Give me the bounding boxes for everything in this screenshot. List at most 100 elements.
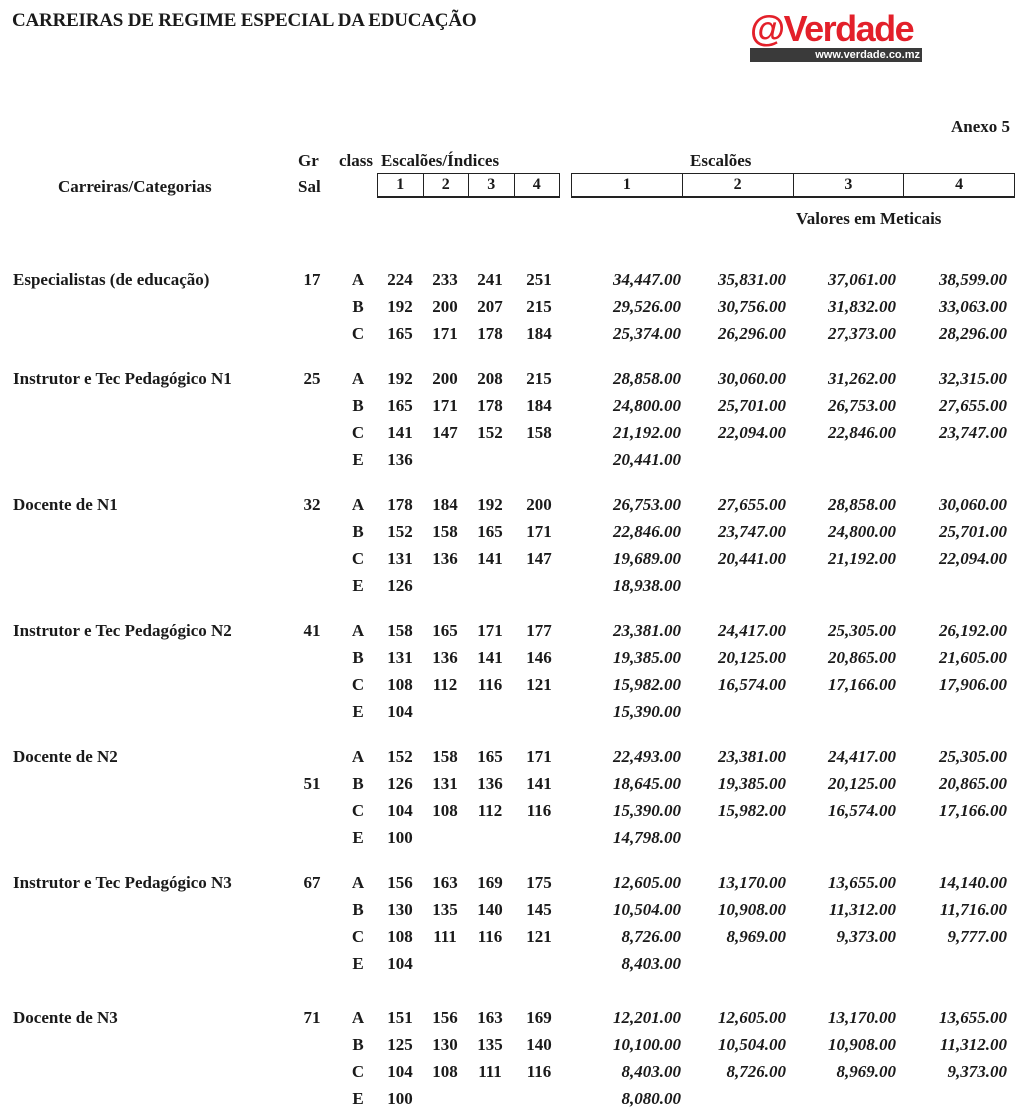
class-label: E	[352, 576, 364, 595]
salary-value: 8,969.00	[726, 927, 787, 946]
index-value: 112	[477, 801, 503, 820]
index-value: 116	[526, 1062, 552, 1081]
salary-value: 10,908.00	[828, 1035, 896, 1054]
index-value: 141	[387, 423, 413, 442]
salary-value: 23,747.00	[939, 423, 1007, 442]
index-value: 192	[477, 495, 503, 514]
salary-value: 13,170.00	[828, 1008, 896, 1027]
salary-value: 37,061.00	[828, 270, 896, 289]
index-value: 121	[526, 675, 552, 694]
index-value: 158	[432, 747, 458, 766]
class-label: A	[351, 747, 365, 766]
salary-value: 17,906.00	[939, 675, 1007, 694]
index-value: 116	[526, 801, 552, 820]
salary-value: 35,831.00	[718, 270, 786, 289]
salary-value: 25,701.00	[718, 396, 786, 415]
index-value: 184	[432, 495, 458, 514]
index-value: 158	[432, 522, 458, 541]
salary-value: 23,381.00	[613, 621, 681, 640]
salary-value: 24,800.00	[613, 396, 681, 415]
index-value: 184	[526, 396, 552, 415]
header-class: class	[339, 151, 373, 170]
salary-value: 14,140.00	[939, 873, 1007, 892]
index-value: 135	[432, 900, 458, 919]
index-value: 116	[477, 675, 503, 694]
salary-value: 28,858.00	[828, 495, 896, 514]
salary-grade: 71	[303, 1008, 321, 1027]
index-value: 169	[526, 1008, 552, 1027]
value-columns-box: 1 2 3 4	[571, 173, 1015, 198]
index-value: 165	[387, 396, 413, 415]
index-value: 177	[526, 621, 552, 640]
salary-value: 20,865.00	[939, 774, 1007, 793]
salary-value: 31,262.00	[828, 369, 896, 388]
salary-value: 22,094.00	[718, 423, 786, 442]
value-col-3: 3	[794, 174, 905, 196]
salary-grade: 32	[303, 495, 321, 514]
salary-value: 23,381.00	[718, 747, 786, 766]
index-value: 111	[433, 927, 457, 946]
index-value: 140	[477, 900, 503, 919]
index-value: 158	[526, 423, 552, 442]
index-value: 126	[387, 576, 413, 595]
index-value: 241	[477, 270, 503, 289]
salary-value: 16,574.00	[828, 801, 896, 820]
class-label: C	[351, 549, 365, 568]
class-label: B	[352, 1035, 364, 1054]
salary-value: 28,296.00	[939, 324, 1007, 343]
salary-value: 21,192.00	[828, 549, 896, 568]
index-value: 108	[432, 801, 458, 820]
index-value: 165	[477, 747, 503, 766]
page-title: CARREIRAS DE REGIME ESPECIAL DA EDUCAÇÃO	[12, 10, 477, 31]
salary-value: 26,753.00	[613, 495, 681, 514]
salary-value: 11,716.00	[939, 900, 1007, 919]
salary-value: 9,373.00	[947, 1062, 1008, 1081]
salary-value: 10,504.00	[613, 900, 681, 919]
salary-grade: 17	[303, 270, 321, 289]
class-label: C	[351, 423, 365, 442]
index-value: 130	[432, 1035, 458, 1054]
index-value: 130	[387, 900, 413, 919]
salary-grade: 25	[303, 369, 321, 388]
salary-value: 22,094.00	[939, 549, 1007, 568]
class-label: E	[352, 828, 364, 847]
index-value: 104	[387, 801, 413, 820]
index-value: 136	[477, 774, 503, 793]
salary-value: 17,166.00	[828, 675, 896, 694]
class-label: A	[351, 270, 365, 289]
class-label: E	[352, 702, 364, 721]
index-value: 145	[526, 900, 552, 919]
salary-value: 19,689.00	[613, 549, 681, 568]
index-value: 233	[432, 270, 458, 289]
index-value: 140	[526, 1035, 552, 1054]
salary-value: 15,390.00	[613, 702, 681, 721]
salary-grade: 51	[303, 774, 321, 793]
category-name: Especialistas (de educação)	[13, 270, 210, 289]
index-value: 141	[477, 648, 503, 667]
class-label: B	[352, 297, 364, 316]
salary-value: 8,403.00	[621, 1062, 682, 1081]
index-value: 104	[387, 702, 413, 721]
salary-value: 24,417.00	[828, 747, 896, 766]
salary-value: 24,800.00	[828, 522, 896, 541]
index-value: 171	[526, 747, 552, 766]
index-value: 200	[432, 369, 458, 388]
salary-value: 8,726.00	[621, 927, 682, 946]
salary-value: 20,125.00	[828, 774, 896, 793]
index-col-3: 3	[469, 174, 515, 196]
index-value: 136	[387, 450, 413, 469]
class-label: A	[351, 495, 365, 514]
salary-value: 30,060.00	[718, 369, 786, 388]
class-label: C	[351, 324, 365, 343]
class-label: B	[352, 396, 364, 415]
salary-value: 8,969.00	[836, 1062, 897, 1081]
index-value: 156	[387, 873, 413, 892]
index-value: 165	[432, 621, 458, 640]
header-sal: Sal	[298, 177, 321, 196]
index-value: 165	[387, 324, 413, 343]
value-col-4: 4	[955, 176, 964, 193]
index-value: 141	[526, 774, 552, 793]
index-value: 207	[477, 297, 503, 316]
index-value: 215	[526, 369, 552, 388]
class-label: E	[352, 1089, 364, 1108]
